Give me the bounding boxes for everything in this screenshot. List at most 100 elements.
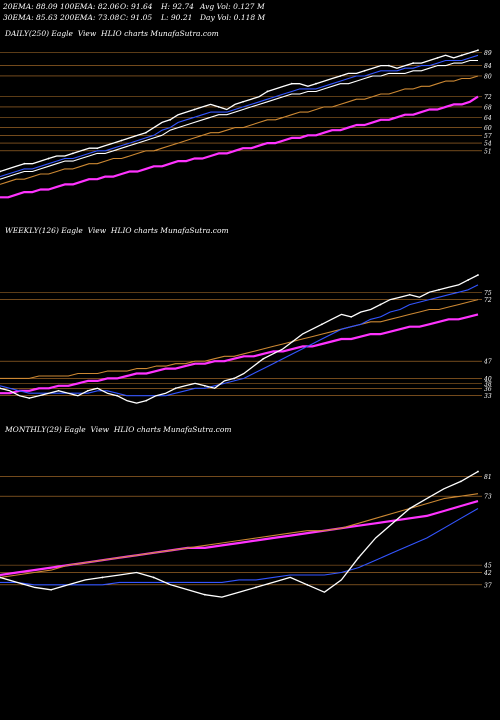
price-point — [255, 586, 257, 589]
price-point — [152, 576, 155, 579]
price-point — [72, 152, 74, 155]
price-point — [460, 54, 463, 57]
price-point — [460, 480, 462, 483]
level-label: 57 — [484, 133, 492, 140]
series-ema100 — [0, 493, 479, 578]
series-ema30 — [0, 59, 478, 180]
header-ema30: 30EMA: 85.63 — [3, 13, 58, 22]
price-point — [193, 108, 196, 111]
header-avg-vol: Avg Vol: 0.127 M — [200, 2, 265, 11]
series-ema200 — [0, 313, 479, 395]
price-point — [233, 377, 236, 380]
price-point — [0, 576, 1, 579]
series-price — [0, 274, 479, 404]
price-point — [477, 274, 479, 276]
series-price — [0, 49, 479, 173]
price-point — [321, 323, 323, 326]
level-label: 33 — [484, 393, 492, 400]
price-point — [290, 82, 293, 85]
header-day-vol: Day Vol: 0.118 M — [200, 13, 266, 22]
price-point — [0, 170, 1, 173]
level-label: 75 — [484, 290, 492, 297]
price-point — [436, 57, 439, 59]
price-point — [379, 303, 382, 306]
price-point — [144, 131, 147, 134]
price-point — [387, 64, 390, 67]
price-point — [262, 357, 265, 360]
level-label: 68 — [484, 104, 492, 111]
level-label: 42 — [483, 570, 492, 577]
price-point — [86, 389, 89, 392]
price-point — [438, 288, 440, 291]
header-high: H: 92.74 — [161, 2, 194, 11]
price-point — [467, 279, 470, 281]
level-label: 37 — [484, 582, 492, 589]
price-point — [50, 588, 53, 591]
series-ema20 — [0, 284, 479, 397]
level-label: 72 — [484, 297, 492, 304]
price-point — [363, 69, 366, 72]
price-point — [357, 556, 360, 559]
price-point — [408, 293, 411, 296]
series-ema20 — [0, 54, 479, 178]
price-point — [28, 397, 31, 400]
price-point — [174, 387, 177, 390]
price-point — [47, 157, 50, 160]
daily-chart-title: DAILY(250) Eagle View HLIO charts Munafa… — [5, 29, 219, 38]
level-label: 36 — [484, 386, 492, 393]
price-point — [23, 162, 26, 165]
price-point — [408, 507, 411, 510]
level-label: 72 — [484, 94, 492, 101]
price-point — [217, 106, 220, 108]
price-point — [412, 62, 415, 64]
price-point — [477, 49, 479, 52]
series-ema200 — [0, 95, 479, 199]
price-point — [96, 147, 99, 150]
header-ema20: 20EMA: 88.09 — [3, 2, 58, 11]
level-label: 45 — [483, 563, 492, 570]
header-close: C: 91.05 — [120, 13, 153, 22]
price-point — [169, 118, 172, 121]
price-point — [203, 593, 206, 596]
header-open: O: 91.64 — [120, 2, 153, 11]
level-label: 81 — [484, 474, 492, 481]
level-label: 60 — [484, 125, 492, 132]
level-label: 47 — [483, 359, 492, 366]
price-point — [203, 384, 206, 387]
price-point — [315, 82, 317, 85]
price-point — [477, 470, 479, 473]
price-point — [291, 340, 294, 343]
level-label: 64 — [484, 115, 492, 122]
weekly-chart-title: WEEKLY(126) Eagle View HLIO charts Munaf… — [5, 226, 229, 235]
series-ema100 — [0, 299, 479, 379]
level-label: 73 — [484, 494, 492, 501]
price-point — [242, 100, 244, 103]
series-ema100 — [0, 75, 479, 185]
price-point — [339, 75, 342, 77]
level-label: 51 — [484, 148, 492, 155]
price-point — [57, 389, 60, 392]
series-price — [0, 471, 479, 598]
price-point — [266, 90, 269, 93]
header-ema200: 200EMA: 73.08 — [60, 13, 120, 22]
level-label: 89 — [484, 50, 492, 57]
level-label: 80 — [484, 73, 492, 80]
series-ema20 — [0, 508, 479, 586]
level-label: 38 — [484, 381, 492, 388]
price-point — [116, 394, 118, 397]
level-label: 84 — [484, 63, 492, 70]
header-low: L: 90.21 — [161, 13, 193, 22]
price-point — [145, 399, 148, 402]
level-label: 54 — [484, 141, 492, 148]
level-label: 40 — [483, 376, 492, 383]
monthly-chart-title: MONTHLY(29) Eagle View HLIO charts Munaf… — [5, 425, 232, 434]
price-point — [0, 387, 1, 390]
price-point — [306, 583, 309, 586]
price-point — [101, 576, 104, 579]
price-point — [350, 315, 353, 318]
price-point — [120, 139, 123, 142]
header-ema100: 100EMA: 82.06 — [60, 2, 120, 11]
